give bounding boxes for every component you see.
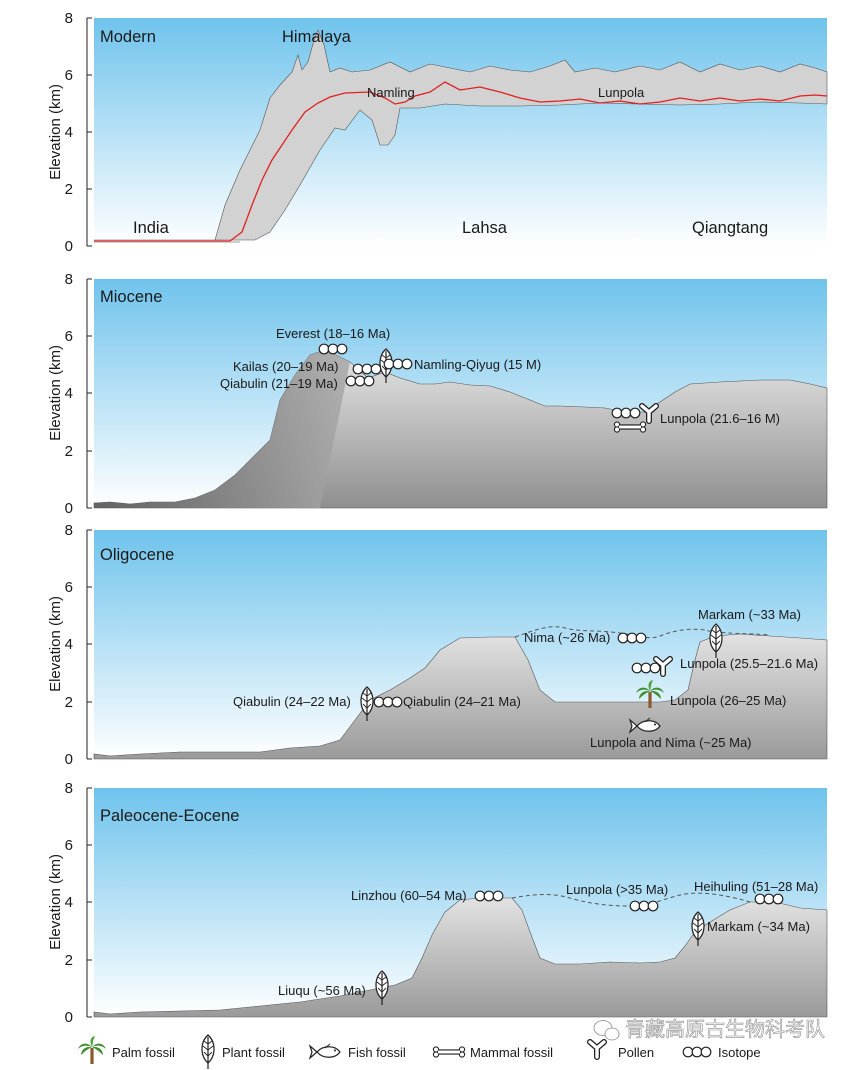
- isotope-icon: [682, 1046, 712, 1058]
- pollen-icon: [590, 1042, 604, 1057]
- isotope-icon: [631, 662, 661, 674]
- legend-label: Pollen: [618, 1045, 654, 1060]
- tick-label: 6: [65, 67, 73, 84]
- site-label-lunpola-and-nima: Lunpola and Nima (~25 Ma): [590, 735, 752, 750]
- site-label-markam: Markam (~34 Ma): [707, 919, 810, 934]
- site-label-lunpola-palm: Lunpola (26–25 Ma): [670, 693, 786, 708]
- site-label-lunpola: Lunpola (21.6–16 M): [660, 411, 780, 426]
- bone-icon: [432, 1046, 466, 1058]
- tick-label: 6: [65, 837, 73, 854]
- watermark: 青藏高原古生物科考队: [593, 1017, 825, 1041]
- tick-label: 0: [65, 1009, 73, 1026]
- panel-title: Modern: [100, 28, 156, 46]
- panel-miocene: Miocene Everest (18–16 Ma) Kailas (20–19…: [47, 271, 828, 517]
- isotope-icon: [373, 696, 403, 708]
- site-label-nima: Nima (~26 Ma): [524, 630, 610, 645]
- isotope-icon: [611, 407, 641, 419]
- tick-label: 2: [65, 181, 73, 198]
- site-label-lunpola: Lunpola: [598, 85, 645, 100]
- site-label-qiabulin-plant: Qiabulin (24–22 Ma): [233, 694, 351, 709]
- elevation-range-band: [94, 29, 828, 241]
- leaf-icon: [201, 1034, 215, 1070]
- y-axis-label: Elevation (km): [47, 854, 64, 950]
- site-label-heihuling: Heihuling (51–28 Ma): [694, 879, 818, 894]
- panel-title: Paleocene-Eocene: [100, 807, 239, 825]
- tick-label: 4: [65, 124, 73, 141]
- tick-label: 2: [65, 952, 73, 969]
- y-axis: 0 2 4 6 8 Elevation (km): [47, 271, 92, 517]
- site-label-liuqu: Liuqu (~56 Ma): [278, 983, 366, 998]
- y-axis-label: Elevation (km): [47, 84, 64, 180]
- panel-oligocene: Oligocene Markam (~33 Ma) Nima (~26 Ma) …: [47, 522, 828, 768]
- mean-elevation-line: [94, 81, 828, 242]
- panel-paleocene-eocene: Paleocene-Eocene Linzhou (60–54 Ma) Lunp…: [47, 780, 828, 1026]
- region-label-qiangtang: Qiangtang: [692, 219, 768, 237]
- legend-label: Plant fossil: [222, 1045, 285, 1060]
- isotope-icon: [474, 890, 504, 902]
- tick-label: 8: [65, 780, 73, 797]
- y-axis: 0 2 4 6 8 Elevation (km): [47, 780, 92, 1026]
- region-label-lahsa: Lahsa: [462, 219, 508, 237]
- terrain-profile: [93, 897, 828, 1018]
- tick-label: 2: [65, 443, 73, 460]
- isotope-icon: [617, 632, 647, 644]
- tick-label: 6: [65, 328, 73, 345]
- site-label-kailas: Kailas (20–19 Ma): [233, 359, 339, 374]
- site-label-everest: Everest (18–16 Ma): [276, 326, 390, 341]
- tick-label: 0: [65, 751, 73, 768]
- tick-label: 4: [65, 385, 73, 402]
- isotope-icon: [629, 900, 659, 912]
- tick-label: 8: [65, 271, 73, 288]
- isotope-icon: [754, 893, 784, 905]
- tick-label: 4: [65, 894, 73, 911]
- region-label-india: India: [133, 219, 170, 237]
- wechat-icon: [593, 1020, 620, 1041]
- site-label-qiabulin-isotope: Qiabulin (24–21 Ma): [403, 694, 521, 709]
- panel-background: [94, 18, 827, 246]
- himalaya-front-shadow: [94, 350, 350, 508]
- legend: Palm fossil Plant fossil Fish fossil Mam…: [78, 1034, 761, 1070]
- site-label-namling-qiyug: Namling-Qiyug (15 M): [414, 357, 541, 372]
- tick-label: 8: [65, 10, 73, 27]
- site-label-lunpola: Lunpola (>35 Ma): [566, 882, 668, 897]
- y-axis-label: Elevation (km): [47, 345, 64, 441]
- y-axis: 0 2 4 6 8 Elevation (km): [47, 522, 92, 768]
- tick-label: 6: [65, 579, 73, 596]
- region-label-himalaya: Himalaya: [282, 28, 352, 46]
- tick-label: 0: [65, 238, 73, 255]
- isotope-icon: [352, 363, 382, 375]
- legend-label: Isotope: [718, 1045, 761, 1060]
- fish-icon: [309, 1043, 341, 1059]
- site-label-namling: Namling: [367, 85, 415, 100]
- palm-icon: [78, 1036, 106, 1064]
- isotope-icon: [318, 343, 348, 355]
- site-label-linzhou: Linzhou (60–54 Ma): [351, 888, 467, 903]
- panel-modern: Modern Himalaya India Lahsa Qiangtang Na…: [47, 10, 828, 255]
- watermark-text: 青藏高原古生物科考队: [625, 1017, 825, 1041]
- isotope-icon: [383, 358, 413, 370]
- legend-label: Palm fossil: [112, 1045, 175, 1060]
- tick-label: 0: [65, 500, 73, 517]
- isotope-icon: [345, 375, 375, 387]
- site-label-lunpola-pollen: Lunpola (25.5–21.6 Ma): [680, 656, 818, 671]
- legend-label: Mammal fossil: [470, 1045, 553, 1060]
- tick-label: 8: [65, 522, 73, 539]
- panel-title: Miocene: [100, 288, 162, 306]
- site-label-markam: Markam (~33 Ma): [698, 607, 801, 622]
- site-label-qiabulin: Qiabulin (21–19 Ma): [220, 376, 338, 391]
- panel-title: Oligocene: [100, 546, 174, 564]
- tick-label: 2: [65, 694, 73, 711]
- tick-label: 4: [65, 636, 73, 653]
- y-axis-label: Elevation (km): [47, 596, 64, 692]
- legend-label: Fish fossil: [348, 1045, 406, 1060]
- y-axis: 0 2 4 6 8 Elevation (km): [47, 10, 92, 255]
